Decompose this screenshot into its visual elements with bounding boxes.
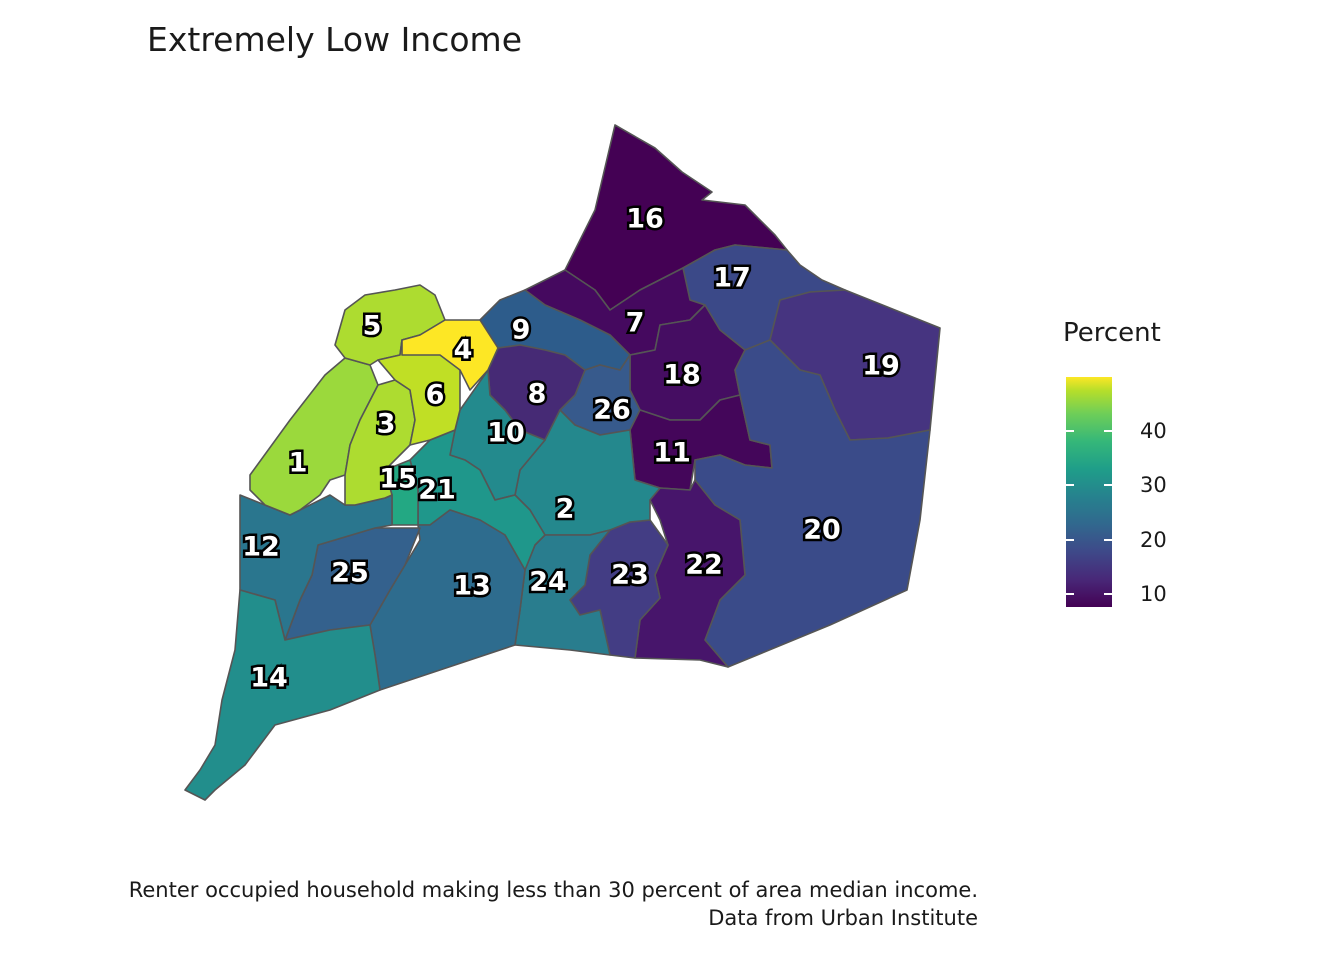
district-label-16: 16 [626, 204, 664, 235]
district-label-19: 19 [862, 351, 900, 382]
legend-tick-mark [1104, 430, 1112, 432]
legend-tick-label: 30 [1140, 473, 1167, 497]
legend-tick-label: 40 [1140, 419, 1167, 443]
district-label-20: 20 [803, 515, 841, 546]
legend-tick-label: 20 [1140, 528, 1167, 552]
district-label-7: 7 [626, 308, 645, 339]
district-14[interactable] [184, 589, 381, 801]
legend-tick-mark [1104, 539, 1112, 541]
district-label-22: 22 [685, 550, 723, 581]
legend-tick-mark [1066, 539, 1074, 541]
district-label-26: 26 [593, 395, 631, 426]
district-label-23: 23 [611, 560, 649, 591]
district-label-9: 9 [512, 315, 531, 346]
district-label-13: 13 [453, 571, 491, 602]
caption-line-1: Renter occupied household making less th… [128, 878, 978, 902]
district-label-6: 6 [426, 380, 445, 411]
legend-colorbar [1066, 377, 1112, 607]
district-label-18: 18 [663, 360, 701, 391]
legend-tick-mark [1104, 484, 1112, 486]
district-label-2: 2 [556, 494, 575, 525]
district-label-11: 11 [653, 438, 691, 469]
legend-tick-mark [1104, 593, 1112, 595]
district-label-25: 25 [331, 558, 369, 589]
legend-tick-label: 10 [1140, 582, 1167, 606]
district-label-3: 3 [377, 409, 396, 440]
legend-tick-mark [1066, 593, 1074, 595]
district-label-24: 24 [529, 567, 567, 598]
caption: Renter occupied household making less th… [129, 876, 978, 932]
district-label-4: 4 [454, 335, 473, 366]
district-label-17: 17 [713, 263, 751, 294]
district-label-8: 8 [528, 379, 547, 410]
district-4[interactable] [401, 319, 499, 391]
caption-line-2: Data from Urban Institute [708, 906, 978, 930]
legend-title: Percent [1063, 318, 1161, 348]
legend-tick-mark [1066, 430, 1074, 432]
district-label-1: 1 [289, 448, 308, 479]
district-label-10: 10 [487, 418, 525, 449]
legend-tick-mark [1066, 484, 1074, 486]
district-label-21: 21 [418, 475, 456, 506]
map-title: Extremely Low Income [147, 20, 523, 59]
district-label-12: 12 [242, 532, 280, 563]
district-label-15: 15 [379, 464, 417, 495]
district-22[interactable] [634, 479, 746, 668]
district-label-14: 14 [250, 663, 288, 694]
district-label-5: 5 [363, 311, 382, 342]
